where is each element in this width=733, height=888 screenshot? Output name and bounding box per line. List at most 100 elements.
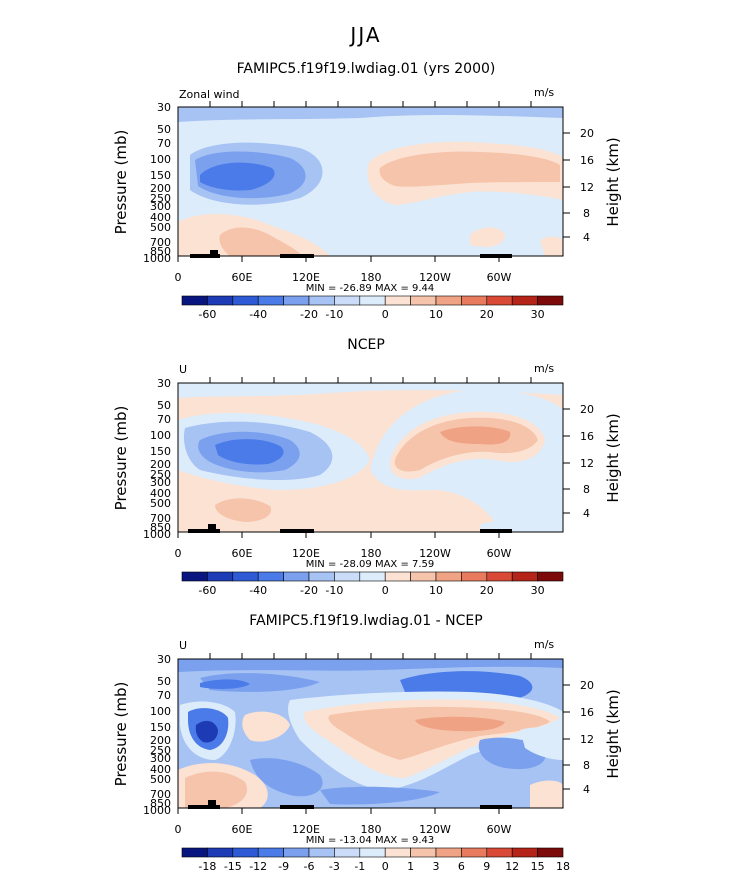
svg-text:4: 4	[583, 783, 590, 796]
svg-text:200: 200	[150, 458, 171, 471]
panel-3: FAMIPC5.f19f19.lwdiag.01 - NCEP U m/s	[112, 613, 622, 873]
svg-text:200: 200	[150, 734, 171, 747]
colorbar-label: -3	[329, 860, 340, 873]
colorbar-label: 18	[556, 860, 570, 873]
colorbar-swatch	[461, 571, 488, 582]
svg-text:250: 250	[150, 468, 171, 481]
svg-text:12: 12	[580, 457, 594, 470]
figure-title: JJA	[348, 23, 381, 47]
svg-text:20: 20	[580, 403, 594, 416]
svg-text:16: 16	[580, 154, 594, 167]
svg-text:700: 700	[150, 236, 171, 249]
colorbar-label: -18	[198, 860, 216, 873]
y2-axis-label: Height (km)	[604, 137, 622, 226]
svg-text:70: 70	[157, 137, 171, 150]
svg-text:16: 16	[580, 430, 594, 443]
svg-text:100: 100	[150, 429, 171, 442]
colorbar-label: 3	[433, 860, 440, 873]
y-axis-right: 20 16 12 8 4	[563, 127, 594, 244]
svg-text:60E: 60E	[232, 823, 253, 836]
stats-label: MIN = -28.09 MAX = 7.59	[306, 559, 435, 570]
colorbar-label: -40	[249, 584, 267, 597]
colorbar-swatch	[486, 847, 513, 858]
svg-text:120E: 120E	[292, 271, 320, 284]
svg-text:1000: 1000	[143, 804, 171, 817]
units-label: m/s	[534, 86, 554, 99]
colorbar-swatch	[232, 295, 259, 306]
colorbar-label: -60	[198, 584, 216, 597]
svg-text:50: 50	[157, 399, 171, 412]
svg-text:180: 180	[361, 547, 382, 560]
colorbar-swatch	[410, 295, 437, 306]
variable-label: U	[179, 363, 187, 376]
colorbar-label: 0	[382, 308, 389, 321]
colorbar-label: 0	[382, 860, 389, 873]
svg-text:500: 500	[150, 221, 171, 234]
colorbar-label: 6	[458, 860, 465, 873]
svg-text:8: 8	[583, 759, 590, 772]
colorbar-label: 9	[483, 860, 490, 873]
colorbar-swatch	[232, 847, 259, 858]
svg-text:400: 400	[150, 763, 171, 776]
colorbar-swatch	[207, 295, 234, 306]
y-axis-left: 30 50 70 100 150 200 250 300 400 500 700…	[143, 653, 171, 817]
svg-text:150: 150	[150, 721, 171, 734]
colorbar-label: -1	[354, 860, 365, 873]
colorbar-swatch	[461, 847, 488, 858]
svg-text:50: 50	[157, 123, 171, 136]
colorbar-label: -9	[278, 860, 289, 873]
colorbar-label: 30	[531, 308, 545, 321]
svg-text:300: 300	[150, 752, 171, 765]
colorbar-swatch	[181, 847, 208, 858]
panel-title: FAMIPC5.f19f19.lwdiag.01 (yrs 2000)	[237, 61, 496, 77]
svg-text:500: 500	[150, 773, 171, 786]
svg-text:100: 100	[150, 705, 171, 718]
svg-text:500: 500	[150, 497, 171, 510]
colorbar-swatch	[207, 571, 234, 582]
svg-text:60W: 60W	[487, 271, 512, 284]
contour-field	[178, 659, 563, 808]
svg-text:0: 0	[175, 271, 182, 284]
colorbar-swatch	[384, 847, 411, 858]
colorbar-label: -10	[325, 308, 343, 321]
y-axis-label: Pressure (mb)	[112, 130, 130, 235]
contour-field	[178, 383, 563, 532]
svg-text:70: 70	[157, 413, 171, 426]
colorbar-swatch	[511, 295, 538, 306]
colorbar-swatch	[257, 571, 284, 582]
svg-text:120W: 120W	[419, 271, 451, 284]
svg-text:200: 200	[150, 182, 171, 195]
y-axis-right: 20 16 12 8 4	[563, 403, 594, 520]
svg-text:700: 700	[150, 788, 171, 801]
colorbar-swatch	[486, 571, 513, 582]
svg-text:1000: 1000	[143, 528, 171, 541]
svg-text:150: 150	[150, 445, 171, 458]
colorbar-swatch	[283, 571, 310, 582]
colorbar-swatch	[384, 295, 411, 306]
svg-text:120W: 120W	[419, 547, 451, 560]
svg-text:8: 8	[583, 483, 590, 496]
svg-text:60E: 60E	[232, 271, 253, 284]
colorbar-swatch	[486, 295, 513, 306]
svg-text:300: 300	[150, 200, 171, 213]
colorbar-label: -20	[300, 584, 318, 597]
topography	[188, 800, 512, 809]
colorbar: -60 -40 -20 -10 0 10 20 30	[181, 295, 564, 321]
svg-text:300: 300	[150, 476, 171, 489]
colorbar: -18 -15 -12 -9 -6 -3 -1 0 1 3 6 9 12 15 18	[181, 847, 570, 873]
colorbar-swatch	[283, 295, 310, 306]
svg-text:70: 70	[157, 689, 171, 702]
svg-text:120E: 120E	[292, 823, 320, 836]
stats-label: MIN = -26.89 MAX = 9.44	[306, 283, 435, 294]
colorbar-swatch	[257, 847, 284, 858]
svg-text:12: 12	[580, 733, 594, 746]
colorbar-swatch	[359, 571, 386, 582]
colorbar-swatch	[410, 571, 437, 582]
colorbar-label: -10	[325, 584, 343, 597]
colorbar-swatch	[334, 571, 361, 582]
svg-text:180: 180	[361, 271, 382, 284]
units-label: m/s	[534, 638, 554, 651]
svg-text:8: 8	[583, 207, 590, 220]
colorbar-swatch	[359, 847, 386, 858]
